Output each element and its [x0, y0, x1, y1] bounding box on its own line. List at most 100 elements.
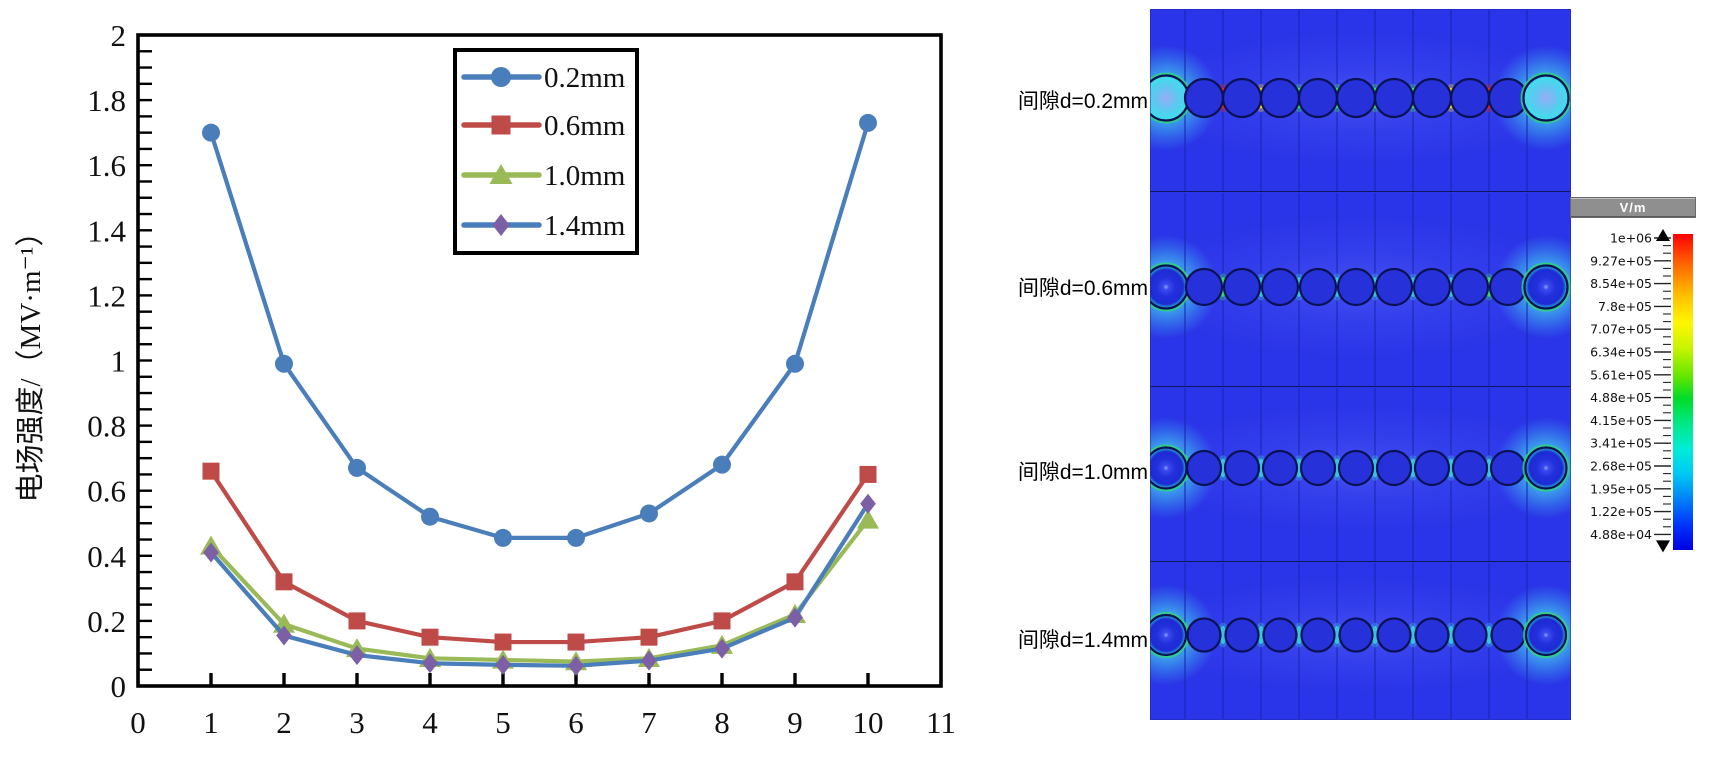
wire — [1413, 449, 1451, 487]
gap-hot-spot — [1257, 625, 1265, 645]
data-point-0.2mm — [786, 354, 804, 373]
y-tick-label: 1.6 — [87, 148, 126, 183]
data-point-0.6mm — [786, 573, 804, 591]
data-point-0.2mm — [202, 123, 220, 142]
data-point-1.0mm — [856, 509, 880, 529]
wire — [1186, 617, 1222, 653]
x-tick-label: 8 — [714, 705, 730, 740]
legend-label: 0.2mm — [544, 62, 626, 94]
x-tick-label: 11 — [926, 705, 956, 740]
heatmap-block-1.4mm — [1150, 562, 1571, 720]
series-line-0.2mm — [208, 120, 871, 540]
colorbar-tick-label: 5.61e+05 — [1590, 367, 1652, 382]
wire — [1297, 77, 1339, 119]
wire — [1414, 617, 1450, 653]
wire — [1336, 267, 1376, 307]
gap-hot-spot — [1447, 625, 1455, 645]
y-tick-label: 0 — [111, 669, 127, 704]
wire — [1184, 267, 1224, 307]
gap-hot-spot — [1371, 625, 1379, 645]
data-point-1.4mm — [495, 654, 511, 675]
colorbar-tick-label: 1.95e+05 — [1590, 481, 1652, 496]
legend-label: 1.0mm — [544, 160, 626, 192]
x-tick-label: 10 — [853, 705, 884, 740]
plot-border — [136, 33, 943, 688]
data-point-0.6mm — [640, 628, 658, 646]
gap-row-label-1.0mm: 间隙d=1.0mm — [1017, 461, 1148, 484]
legend-marker-triangle — [489, 164, 513, 185]
data-point-1.4mm — [860, 493, 876, 514]
wire — [1489, 449, 1527, 487]
series-line-1.0mm — [208, 517, 871, 664]
wire — [1375, 449, 1413, 487]
data-point-0.2mm — [421, 507, 439, 526]
wire — [1262, 617, 1298, 653]
y-tick-label: 0.6 — [87, 474, 126, 509]
legend-marker-square — [491, 115, 511, 135]
data-point-0.2mm — [859, 113, 877, 132]
gap-hot-spot — [1219, 625, 1227, 645]
wire — [1338, 617, 1374, 653]
data-point-1.4mm — [203, 542, 219, 563]
legend-marker-diamond — [492, 214, 510, 236]
data-point-0.2mm — [713, 455, 731, 474]
gap-hot-spot — [1333, 625, 1341, 645]
wire — [1452, 617, 1488, 653]
colorbar-tick-label: 4.15e+05 — [1590, 413, 1652, 428]
wire — [1373, 77, 1415, 119]
data-point-0.6mm — [275, 573, 293, 591]
end-wire-green-ring — [1522, 444, 1570, 492]
end-wire — [1150, 446, 1188, 490]
wire — [1488, 267, 1528, 307]
x-tick-label: 7 — [641, 705, 657, 740]
gap-hot-spot — [1295, 625, 1303, 645]
data-point-0.2mm — [640, 504, 658, 523]
data-point-0.2mm — [494, 528, 512, 547]
wire — [1412, 267, 1452, 307]
x-tick-label: 5 — [495, 705, 511, 740]
end-wire — [1523, 264, 1569, 310]
colorbar-tick-label: 1e+06 — [1610, 231, 1652, 246]
end-wire — [1524, 613, 1568, 657]
colorbar-tick-label: 4.88e+04 — [1590, 527, 1652, 542]
y-tick-label: 1 — [111, 344, 127, 379]
wire — [1374, 267, 1414, 307]
wire — [1300, 617, 1336, 653]
end-wire-green-ring — [1521, 262, 1571, 312]
wire — [1183, 77, 1225, 119]
data-point-0.6mm — [859, 465, 877, 483]
data-point-1.4mm — [787, 607, 803, 628]
wire — [1299, 449, 1337, 487]
legend: 0.2mm 0.6mm 1.0mm 1.4mm — [453, 48, 639, 255]
wire — [1260, 267, 1300, 307]
data-point-1.4mm — [641, 650, 657, 671]
data-point-0.6mm — [202, 462, 220, 480]
gap-row-label-1.4mm: 间隙d=1.4mm — [1017, 629, 1148, 652]
colorbar-tick-label: 4.88e+05 — [1590, 390, 1652, 405]
end-wire — [1150, 74, 1190, 122]
data-point-1.4mm — [568, 655, 584, 676]
x-tick-label: 3 — [349, 705, 365, 740]
wire — [1259, 77, 1301, 119]
data-point-1.4mm — [422, 653, 438, 674]
colorbar-tick-label: 1.22e+05 — [1590, 504, 1652, 519]
legend-label: 1.4mm — [544, 210, 626, 242]
y-tick-label: 0.4 — [87, 539, 126, 574]
colorbar-tick-label: 3.41e+05 — [1590, 436, 1652, 451]
gap-hot-spot — [1485, 625, 1493, 645]
y-tick-label: 0.2 — [87, 604, 126, 639]
data-point-0.2mm — [348, 458, 366, 477]
series-line-1.4mm — [208, 501, 871, 668]
wire — [1261, 449, 1299, 487]
colorbar-min-arrow-icon — [1656, 540, 1670, 553]
x-tick-label: 1 — [203, 705, 219, 740]
wire — [1337, 449, 1375, 487]
heatmap-block-0.6mm — [1150, 192, 1571, 388]
end-wire — [1524, 446, 1568, 490]
wire — [1222, 267, 1262, 307]
heatmap-block-1.0mm — [1150, 387, 1571, 563]
data-point-1.4mm — [349, 645, 365, 666]
data-point-0.6mm — [713, 612, 731, 630]
x-tick-label: 6 — [568, 705, 584, 740]
